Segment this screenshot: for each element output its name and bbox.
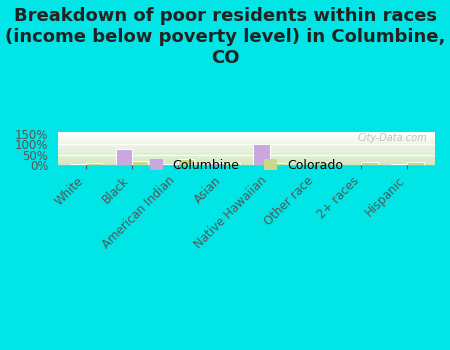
Bar bbox=[178, 159, 194, 165]
Bar bbox=[132, 161, 148, 165]
Bar bbox=[407, 162, 423, 165]
Bar bbox=[86, 163, 102, 165]
Bar bbox=[70, 164, 86, 165]
Legend: Columbine, Colorado: Columbine, Colorado bbox=[145, 154, 348, 177]
Bar bbox=[299, 164, 315, 165]
Bar bbox=[162, 163, 178, 165]
Text: Breakdown of poor residents within races
(income below poverty level) in Columbi: Breakdown of poor residents within races… bbox=[5, 7, 445, 66]
Text: City-Data.com: City-Data.com bbox=[358, 133, 427, 142]
Bar bbox=[224, 163, 240, 165]
Bar bbox=[315, 162, 332, 165]
Bar bbox=[270, 163, 286, 165]
Bar bbox=[253, 144, 270, 165]
Bar bbox=[345, 164, 361, 165]
Bar bbox=[116, 149, 132, 165]
Bar bbox=[392, 164, 407, 165]
Bar bbox=[361, 162, 378, 165]
Bar bbox=[207, 163, 224, 165]
